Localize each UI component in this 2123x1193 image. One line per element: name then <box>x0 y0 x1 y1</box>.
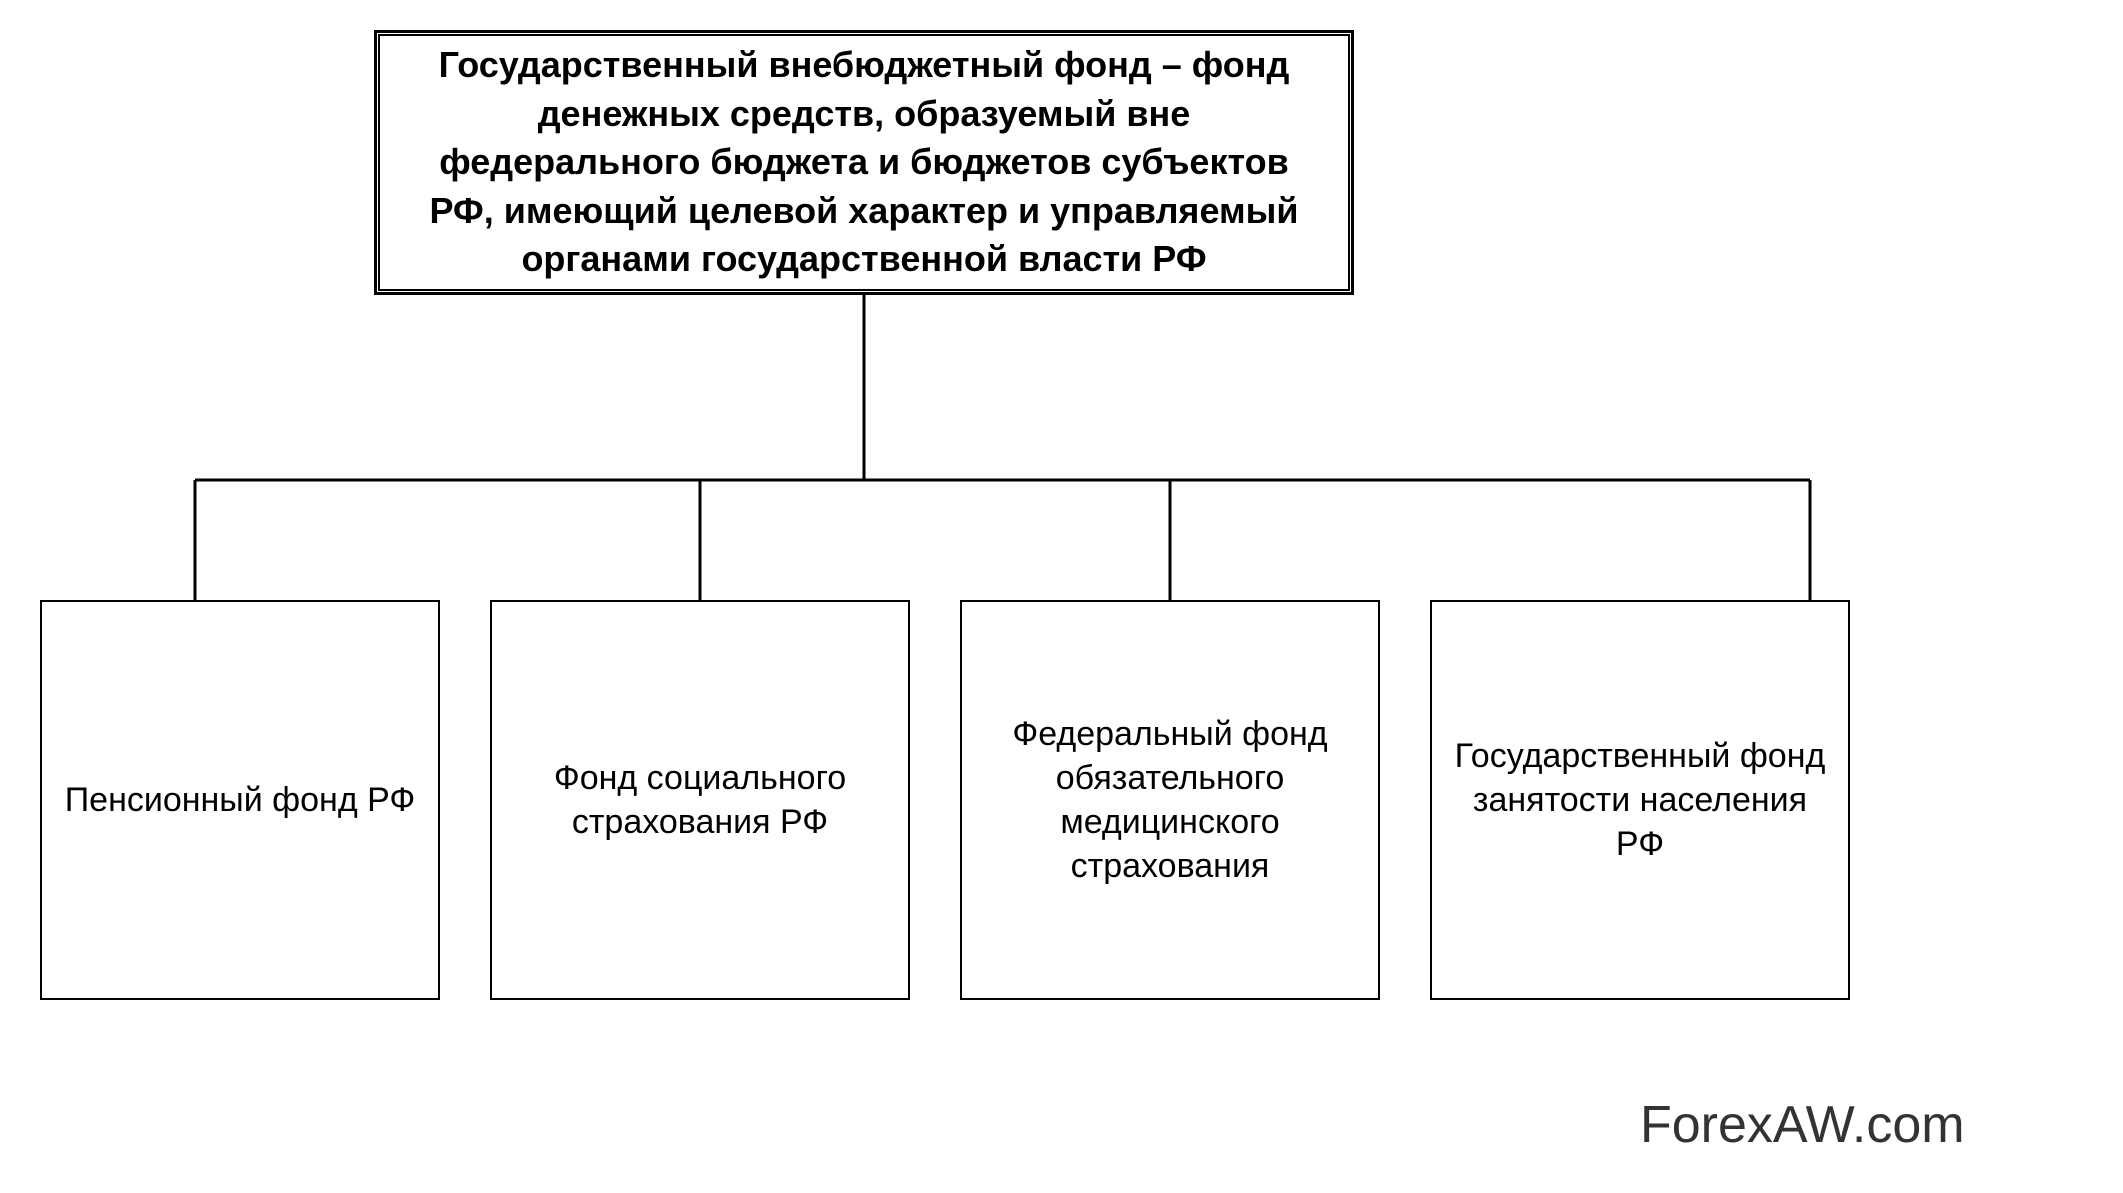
child-node-social-insurance: Фонд социального страхования РФ <box>490 600 910 1000</box>
root-node-text: Государственный внебюджетный фонд – фонд… <box>410 41 1318 284</box>
child-node-medical-insurance: Федеральный фонд обязательного медицинск… <box>960 600 1380 1000</box>
root-node: Государственный внебюджетный фонд – фонд… <box>374 30 1354 295</box>
child-node-label: Федеральный фонд обязательного медицинск… <box>982 712 1358 889</box>
child-node-label: Фонд социального страхования РФ <box>512 756 888 844</box>
watermark-label: ForexAW.com <box>1640 1096 1965 1154</box>
watermark-text: ForexAW.com <box>1640 1095 1965 1155</box>
child-node-label: Пенсионный фонд РФ <box>65 778 416 822</box>
child-node-employment: Государственный фонд занятости населения… <box>1430 600 1850 1000</box>
child-node-label: Государственный фонд занятости населения… <box>1452 734 1828 867</box>
child-node-pension: Пенсионный фонд РФ <box>40 600 440 1000</box>
org-chart-diagram: Государственный внебюджетный фонд – фонд… <box>0 0 2123 1193</box>
